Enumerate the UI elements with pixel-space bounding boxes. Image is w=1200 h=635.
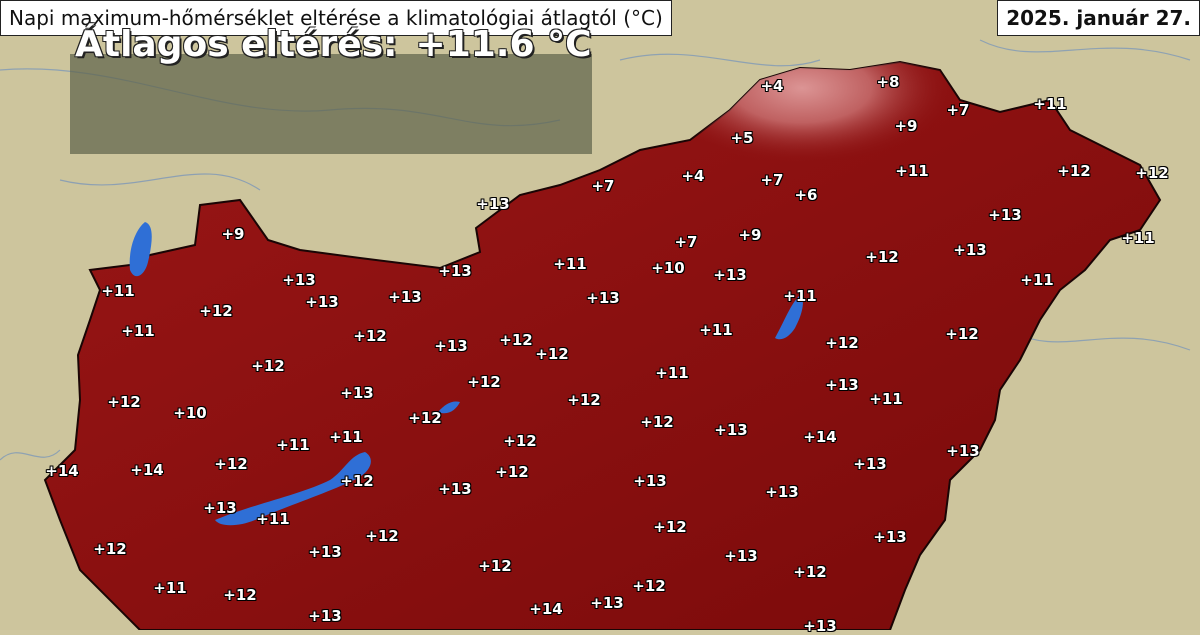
station-anomaly-label: +13: [305, 293, 339, 311]
station-anomaly-label: +7: [674, 233, 698, 251]
station-anomaly-label: +14: [45, 462, 79, 480]
lake-tisza: [775, 295, 803, 340]
station-anomaly-label: +8: [876, 73, 900, 91]
station-anomaly-label: +11: [553, 255, 587, 273]
station-anomaly-label: +12: [640, 413, 674, 431]
station-anomaly-label: +7: [946, 101, 970, 119]
station-anomaly-label: +13: [434, 337, 468, 355]
station-anomaly-label: +13: [340, 384, 374, 402]
station-anomaly-label: +11: [869, 390, 903, 408]
station-anomaly-label: +12: [945, 325, 979, 343]
station-anomaly-label: +13: [714, 421, 748, 439]
station-anomaly-label: +10: [173, 404, 207, 422]
map-title: Napi maximum-hőmérséklet eltérése a klim…: [0, 0, 672, 36]
station-anomaly-label: +12: [467, 373, 501, 391]
station-anomaly-label: +13: [308, 607, 342, 625]
station-anomaly-label: +11: [1121, 229, 1155, 247]
station-anomaly-label: +11: [783, 287, 817, 305]
station-anomaly-label: +13: [853, 455, 887, 473]
station-anomaly-label: +11: [101, 282, 135, 300]
station-anomaly-label: +13: [590, 594, 624, 612]
station-anomaly-label: +13: [713, 266, 747, 284]
station-anomaly-label: +13: [438, 480, 472, 498]
station-anomaly-label: +12: [107, 393, 141, 411]
station-anomaly-label: +13: [282, 271, 316, 289]
station-anomaly-label: +12: [1135, 164, 1169, 182]
lake-balaton: [215, 452, 371, 526]
station-anomaly-label: +12: [503, 432, 537, 450]
station-anomaly-label: +11: [1020, 271, 1054, 289]
station-anomaly-label: +13: [803, 617, 837, 635]
lake-velence: [438, 401, 460, 414]
station-anomaly-label: +14: [803, 428, 837, 446]
station-anomaly-label: +12: [93, 540, 127, 558]
station-anomaly-label: +5: [730, 129, 754, 147]
station-anomaly-label: +13: [476, 195, 510, 213]
station-anomaly-label: +9: [221, 225, 245, 243]
station-anomaly-label: +12: [199, 302, 233, 320]
station-anomaly-label: +13: [953, 241, 987, 259]
station-anomaly-label: +12: [567, 391, 601, 409]
station-anomaly-label: +12: [214, 455, 248, 473]
station-anomaly-label: +10: [651, 259, 685, 277]
station-anomaly-label: +12: [408, 409, 442, 427]
station-anomaly-label: +12: [223, 586, 257, 604]
station-anomaly-label: +11: [1033, 95, 1067, 113]
station-anomaly-label: +12: [1057, 162, 1091, 180]
station-anomaly-label: +11: [655, 364, 689, 382]
station-anomaly-label: +9: [738, 226, 762, 244]
station-anomaly-label: +11: [153, 579, 187, 597]
station-anomaly-label: +6: [794, 186, 818, 204]
station-anomaly-label: +13: [765, 483, 799, 501]
station-anomaly-label: +13: [873, 528, 907, 546]
station-anomaly-label: +11: [895, 162, 929, 180]
lakes: [129, 222, 803, 526]
station-anomaly-label: +13: [308, 543, 342, 561]
station-anomaly-label: +11: [699, 321, 733, 339]
station-anomaly-label: +14: [130, 461, 164, 479]
station-anomaly-label: +7: [591, 177, 615, 195]
map-date: 2025. január 27.: [997, 0, 1200, 36]
station-anomaly-label: +11: [329, 428, 363, 446]
station-anomaly-label: +13: [988, 206, 1022, 224]
station-anomaly-label: +12: [495, 463, 529, 481]
station-anomaly-label: +12: [793, 563, 827, 581]
station-anomaly-label: +12: [632, 577, 666, 595]
station-anomaly-label: +11: [121, 322, 155, 340]
station-anomaly-label: +14: [529, 600, 563, 618]
station-anomaly-label: +12: [365, 527, 399, 545]
station-anomaly-label: +13: [586, 289, 620, 307]
station-anomaly-label: +13: [438, 262, 472, 280]
station-anomaly-label: +13: [388, 288, 422, 306]
station-anomaly-label: +12: [251, 357, 285, 375]
average-deviation-value: +11.6 °C: [415, 24, 592, 65]
northern-highlands-shading: [560, 62, 1000, 280]
station-anomaly-label: +12: [535, 345, 569, 363]
station-anomaly-label: +9: [894, 117, 918, 135]
station-anomaly-label: +13: [825, 376, 859, 394]
station-anomaly-label: +11: [276, 436, 310, 454]
station-anomaly-label: +11: [256, 510, 290, 528]
station-anomaly-label: +12: [865, 248, 899, 266]
station-anomaly-label: +4: [681, 167, 705, 185]
station-anomaly-label: +12: [353, 327, 387, 345]
station-anomaly-label: +12: [340, 472, 374, 490]
station-anomaly-label: +4: [760, 77, 784, 95]
station-anomaly-label: +13: [633, 472, 667, 490]
station-anomaly-label: +12: [499, 331, 533, 349]
average-deviation-panel: [70, 54, 592, 154]
station-anomaly-label: +13: [724, 547, 758, 565]
station-anomaly-label: +7: [760, 171, 784, 189]
station-anomaly-label: +13: [203, 499, 237, 517]
station-anomaly-label: +12: [653, 518, 687, 536]
station-anomaly-label: +12: [478, 557, 512, 575]
station-anomaly-label: +13: [946, 442, 980, 460]
average-deviation-label: Átlagos eltérés:: [75, 24, 398, 65]
station-anomaly-label: +12: [825, 334, 859, 352]
average-deviation: Átlagos eltérés: +11.6 °C: [75, 24, 592, 65]
lake-neusiedl: [129, 222, 152, 277]
